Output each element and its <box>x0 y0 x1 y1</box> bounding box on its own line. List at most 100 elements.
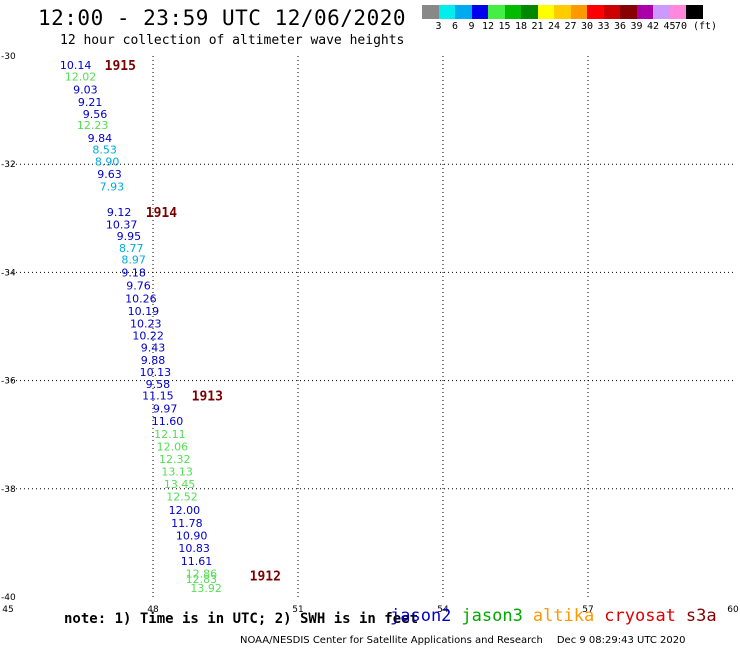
color-scale-label: 30 <box>580 21 594 32</box>
pass-number-label: 1915 <box>105 59 136 74</box>
x-tick-label: 60 <box>727 605 739 615</box>
wave-height-point: 9.84 <box>88 132 113 145</box>
wave-height-point: 13.92 <box>190 582 222 595</box>
wave-height-point: 10.83 <box>178 542 210 555</box>
wave-height-point: 10.26 <box>125 292 157 305</box>
color-swatch <box>537 5 554 19</box>
color-scale-label: 3 <box>435 21 442 32</box>
pass-number-label: 1912 <box>250 569 281 584</box>
color-scale-label: 70 (ft) <box>674 21 718 32</box>
legend-s3a: s3a <box>685 606 717 626</box>
color-scale-label: 6 <box>451 21 459 32</box>
color-scale-labels: 3 6 9 12 15 18 21 24 27 30 33 36 39 42 45 70 (ft) <box>422 21 740 35</box>
legend-jason2: jason2 <box>390 606 452 626</box>
wave-height-point: 10.14 <box>60 59 92 72</box>
page-subtitle: 12 hour collection of altimeter wave hei… <box>60 33 405 48</box>
wave-height-point: 10.13 <box>140 366 172 379</box>
wave-height-point: 12.06 <box>157 441 189 454</box>
wave-height-point: 9.21 <box>78 96 103 109</box>
color-scale-bar <box>422 5 703 19</box>
x-tick-label: 54 <box>437 605 449 615</box>
y-tick-label: -38 <box>1 485 16 495</box>
legend-altika: altika <box>532 606 595 626</box>
wave-height-point: 13.45 <box>164 478 196 491</box>
footer-timestamp: Dec 9 08:29:43 UTC 2020 <box>556 635 686 646</box>
wave-height-point: 10.23 <box>130 317 162 330</box>
wave-height-point: 9.56 <box>83 108 108 121</box>
wave-height-point: 12.83 <box>186 573 218 586</box>
color-scale-label: 39 <box>630 21 643 32</box>
wave-height-point: 10.19 <box>128 305 160 318</box>
color-swatch <box>504 5 521 19</box>
wave-height-point: 9.03 <box>73 84 98 97</box>
note-text: note: 1) Time is in UTC; 2) SWH is in fe… <box>64 611 419 627</box>
x-tick-label: 48 <box>147 605 159 615</box>
color-scale-label: 33 <box>597 21 610 32</box>
wave-height-point: 13.13 <box>161 465 193 478</box>
legend-jason3: jason3 <box>461 606 523 626</box>
color-scale-label: 21 <box>531 21 544 32</box>
color-swatch <box>603 5 620 19</box>
y-tick-label: -34 <box>1 268 16 278</box>
color-swatch <box>521 5 538 19</box>
wave-height-point: 9.88 <box>141 354 166 367</box>
color-scale-label: 9 <box>468 21 475 32</box>
color-scale-label: 36 <box>613 21 627 32</box>
wave-height-point: 12.32 <box>159 453 191 466</box>
wave-height-point: 12.52 <box>166 490 198 503</box>
color-scale-label: 42 <box>646 21 660 32</box>
footer: NOAA/NESDIS Center for Satellite Applica… <box>240 635 699 646</box>
wave-height-point: 9.18 <box>121 266 146 279</box>
color-swatch <box>422 5 439 19</box>
color-swatch <box>488 5 505 19</box>
wave-height-point: 9.12 <box>107 206 132 219</box>
wave-height-point: 10.90 <box>176 529 208 542</box>
wave-height-point: 11.78 <box>171 517 203 530</box>
color-swatch <box>471 5 488 19</box>
wave-height-point: 12.00 <box>169 504 201 517</box>
y-tick-label: -30 <box>1 52 16 62</box>
y-tick-label: -32 <box>1 160 16 170</box>
x-tick-label: 45 <box>2 605 13 615</box>
wave-height-point: 9.76 <box>126 279 151 292</box>
color-swatch <box>669 5 686 19</box>
color-scale-label: 45 <box>663 21 676 32</box>
satellite-legend: jason2 jason3 altika cryosat s3a <box>390 606 727 626</box>
wave-height-point: 8.97 <box>121 253 146 266</box>
color-swatch <box>653 5 670 19</box>
wave-height-point: 9.63 <box>97 168 122 181</box>
wave-height-point: 11.60 <box>152 415 184 428</box>
color-swatch <box>686 5 703 19</box>
wave-height-point: 9.58 <box>146 378 171 391</box>
wave-height-point: 12.11 <box>154 428 186 441</box>
wave-height-point: 10.22 <box>132 330 164 343</box>
color-swatch <box>438 5 455 19</box>
wave-height-point: 9.95 <box>117 230 142 243</box>
wave-height-point: 12.02 <box>65 71 97 84</box>
wave-height-point: 8.53 <box>92 144 117 157</box>
page-title: 12:00 - 23:59 UTC 12/06/2020 <box>38 6 407 30</box>
color-scale-label: 24 <box>547 21 561 32</box>
color-scale-label: 18 <box>514 21 528 32</box>
color-scale-label: 12 <box>481 21 495 32</box>
wave-height-point: 8.77 <box>119 242 144 255</box>
y-tick-label: -36 <box>1 377 16 387</box>
color-scale-label: 15 <box>498 21 511 32</box>
wave-height-point: 10.37 <box>106 218 138 231</box>
wave-height-point: 9.97 <box>153 403 178 416</box>
legend-cryosat: cryosat <box>604 606 676 626</box>
color-swatch <box>636 5 653 19</box>
wave-height-point: 12.86 <box>186 568 218 581</box>
wave-height-point: 11.15 <box>142 390 174 403</box>
color-swatch <box>620 5 637 19</box>
wave-height-point: 11.61 <box>181 555 213 568</box>
x-tick-label: 57 <box>582 605 593 615</box>
x-tick-label: 51 <box>292 605 303 615</box>
y-tick-label: -40 <box>1 593 16 603</box>
pass-number-label: 1913 <box>192 390 223 405</box>
pass-number-label: 1914 <box>146 206 177 221</box>
wave-height-point: 12.23 <box>77 119 109 132</box>
footer-source: NOAA/NESDIS Center for Satellite Applica… <box>240 635 543 646</box>
wave-height-point: 7.93 <box>100 180 125 193</box>
color-swatch <box>554 5 571 19</box>
